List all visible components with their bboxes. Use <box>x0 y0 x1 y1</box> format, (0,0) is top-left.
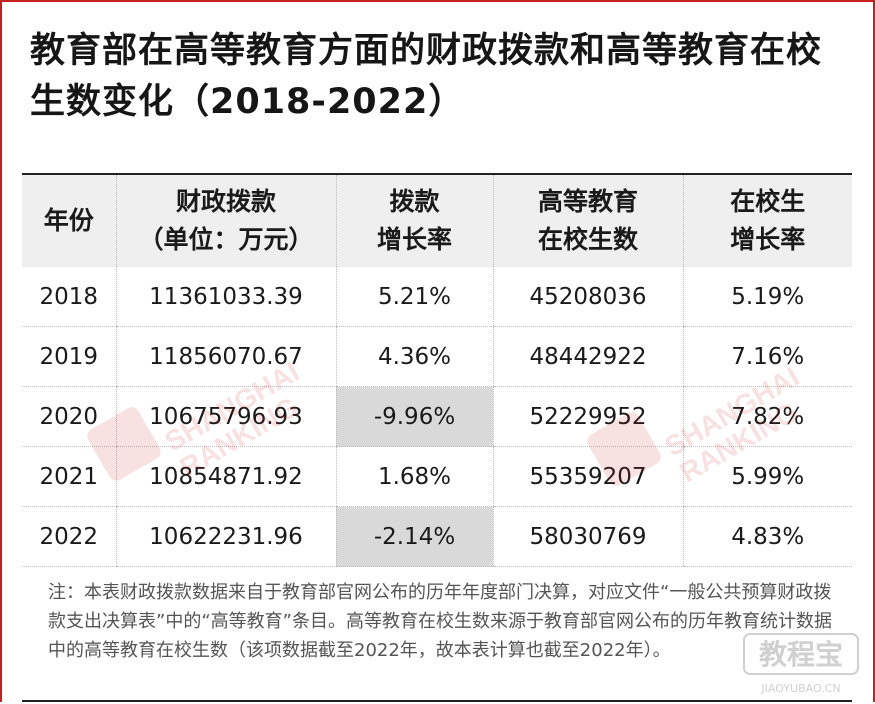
header-label: 在校生 <box>730 187 806 216</box>
table-row: 2021 10854871.92 1.68% 55359207 5.99% <box>22 446 852 507</box>
header-student-growth: 在校生 增长率 <box>682 173 852 267</box>
header-label: 拨款 <box>389 187 440 216</box>
cell-student-growth: 7.16% <box>682 326 852 387</box>
cell-student-growth: 4.83% <box>682 506 852 567</box>
cell-student-growth: 5.19% <box>682 267 852 327</box>
header-label: 增长率 <box>376 225 452 254</box>
header-funding-growth: 拨款 增长率 <box>335 173 493 267</box>
table-row: 2020 10675796.93 -9.96% 52229952 7.82% <box>22 386 852 447</box>
cell-year: 2021 <box>22 446 116 507</box>
bottom-divider <box>22 700 852 702</box>
cell-year: 2018 <box>22 267 116 327</box>
cell-students: 45208036 <box>492 267 683 327</box>
header-label: （单位：万元） <box>138 225 314 254</box>
cell-student-growth: 7.82% <box>682 386 852 447</box>
cell-students: 48442922 <box>492 326 683 387</box>
page-title: 教育部在高等教育方面的财政拨款和高等教育在校生数变化（2018-2022） <box>30 31 823 122</box>
header-label: 在校生数 <box>537 225 638 254</box>
cell-funding: 10854871.92 <box>115 446 336 507</box>
cell-students: 52229952 <box>492 386 683 447</box>
table-row: 2022 10622231.96 -2.14% 58030769 4.83% <box>22 506 852 567</box>
cell-year: 2020 <box>22 386 116 447</box>
table-row: 2019 11856070.67 4.36% 48442922 7.16% <box>22 326 852 387</box>
data-table: 年份 财政拨款 （单位：万元） 拨款 增长率 高等教育 在校生数 在校生 增长率… <box>22 173 852 567</box>
cell-funding: 11361033.39 <box>115 267 336 327</box>
cell-funding-growth: 5.21% <box>335 267 493 327</box>
cell-year: 2022 <box>22 506 116 567</box>
header-label: 高等教育 <box>537 187 638 216</box>
header-funding: 财政拨款 （单位：万元） <box>115 173 336 267</box>
cell-funding: 10675796.93 <box>115 386 336 447</box>
cell-funding-growth: 1.68% <box>335 446 493 507</box>
header-students: 高等教育 在校生数 <box>492 173 683 267</box>
header-label: 财政拨款 <box>175 187 276 216</box>
table-row: 2018 11361033.39 5.21% 45208036 5.19% <box>22 267 852 327</box>
cell-funding: 10622231.96 <box>115 506 336 567</box>
footnote: 注：本表财政拨款数据来自于教育部官网公布的历年年度部门决算，对应文件“一般公共预… <box>48 582 832 661</box>
cell-funding-growth-negative: -9.96% <box>335 386 493 447</box>
cell-funding-growth-negative: -2.14% <box>335 506 493 567</box>
header-year: 年份 <box>22 173 116 267</box>
cell-students: 55359207 <box>492 446 683 507</box>
cell-students: 58030769 <box>492 506 683 567</box>
cell-funding-growth: 4.36% <box>335 326 493 387</box>
table-header-row: 年份 财政拨款 （单位：万元） 拨款 增长率 高等教育 在校生数 在校生 增长率 <box>22 173 852 267</box>
cell-student-growth: 5.99% <box>682 446 852 507</box>
header-label: 增长率 <box>730 225 806 254</box>
header-label: 年份 <box>43 206 94 235</box>
cell-funding: 11856070.67 <box>115 326 336 387</box>
cell-year: 2019 <box>22 326 116 387</box>
